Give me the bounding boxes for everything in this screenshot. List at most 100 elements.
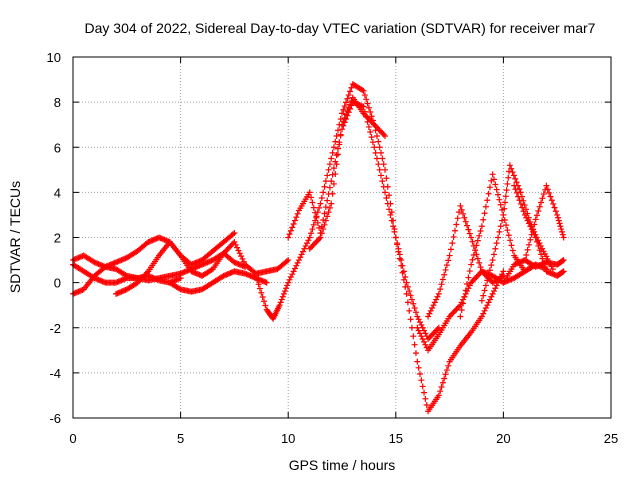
- data-point: [477, 264, 484, 271]
- data-point: [414, 324, 421, 331]
- data-point: [437, 388, 444, 395]
- data-point: [388, 217, 395, 224]
- data-point: [423, 344, 430, 351]
- series-sat-15: [500, 257, 567, 286]
- data-point: [486, 267, 493, 274]
- data-point: [289, 271, 296, 278]
- data-point: [524, 246, 531, 253]
- data-point: [283, 258, 290, 265]
- data-point: [285, 257, 292, 264]
- data-point: [417, 330, 424, 337]
- data-point: [329, 149, 336, 156]
- data-point: [231, 229, 238, 236]
- data-point: [495, 191, 502, 198]
- data-point: [495, 234, 502, 241]
- data-point: [332, 171, 339, 178]
- data-point: [539, 255, 546, 262]
- y-tick-label: 10: [47, 50, 61, 65]
- data-point: [294, 259, 301, 266]
- data-point: [535, 242, 542, 249]
- data-point: [406, 307, 413, 314]
- data-point: [468, 234, 475, 241]
- data-point: [379, 155, 386, 162]
- data-point: [560, 257, 567, 264]
- data-point: [559, 228, 566, 235]
- data-point: [535, 207, 542, 214]
- y-tick-label: 2: [54, 231, 61, 246]
- data-point: [328, 200, 335, 207]
- data-point: [470, 251, 477, 258]
- data-point: [380, 183, 387, 190]
- data-point: [373, 155, 380, 162]
- data-point: [309, 226, 316, 233]
- data-point: [364, 100, 371, 107]
- data-point: [484, 197, 491, 204]
- data-point: [320, 226, 327, 233]
- data-point: [301, 245, 308, 252]
- data-point: [339, 110, 345, 117]
- x-tick-label: 20: [496, 431, 510, 446]
- data-point: [484, 277, 491, 284]
- data-point: [286, 276, 293, 283]
- data-point: [532, 216, 539, 223]
- data-point: [375, 161, 382, 168]
- data-point: [527, 223, 534, 230]
- data-point: [552, 208, 559, 215]
- data-point: [489, 171, 496, 178]
- data-point: [524, 217, 531, 224]
- data-point: [458, 306, 465, 313]
- data-point: [508, 165, 515, 172]
- data-point: [386, 192, 393, 199]
- data-point: [284, 282, 291, 289]
- data-point: [435, 392, 442, 399]
- data-point: [283, 285, 290, 292]
- series-sat-5: [166, 268, 270, 295]
- data-point: [429, 305, 436, 312]
- data-point: [234, 244, 241, 251]
- data-point: [438, 281, 445, 288]
- data-point: [392, 234, 399, 241]
- data-point: [258, 289, 265, 296]
- data-point: [527, 236, 534, 243]
- data-point: [523, 251, 530, 258]
- data-point: [503, 222, 510, 229]
- data-point: [528, 231, 535, 238]
- data-point: [411, 341, 418, 348]
- data-point: [443, 262, 450, 269]
- data-point: [421, 327, 428, 334]
- data-point: [383, 195, 390, 202]
- data-point: [509, 247, 516, 254]
- data-point: [558, 226, 565, 233]
- data-point: [404, 299, 411, 306]
- data-point: [501, 205, 508, 212]
- data-point: [340, 118, 347, 125]
- data-point: [395, 248, 402, 255]
- data-point: [421, 389, 428, 396]
- data-point: [433, 296, 440, 303]
- data-point: [555, 217, 562, 224]
- series-sat-6: [252, 81, 442, 343]
- data-point: [422, 395, 429, 402]
- data-point: [477, 228, 484, 235]
- data-point: [534, 238, 541, 245]
- data-point: [520, 208, 527, 215]
- data-point: [480, 216, 487, 223]
- data-point: [503, 187, 510, 194]
- data-point: [341, 114, 348, 121]
- data-point: [359, 86, 366, 93]
- data-point: [308, 230, 315, 237]
- data-point: [388, 209, 395, 216]
- data-point: [549, 266, 556, 273]
- data-point: [330, 165, 337, 172]
- data-point: [462, 218, 469, 225]
- data-point: [333, 152, 340, 159]
- data-point: [517, 200, 524, 207]
- data-point: [341, 103, 348, 110]
- data-point: [410, 333, 417, 340]
- data-point: [334, 127, 341, 134]
- data-point: [320, 189, 327, 196]
- data-point: [365, 104, 372, 111]
- data-point: [343, 111, 350, 118]
- data-point: [441, 375, 448, 382]
